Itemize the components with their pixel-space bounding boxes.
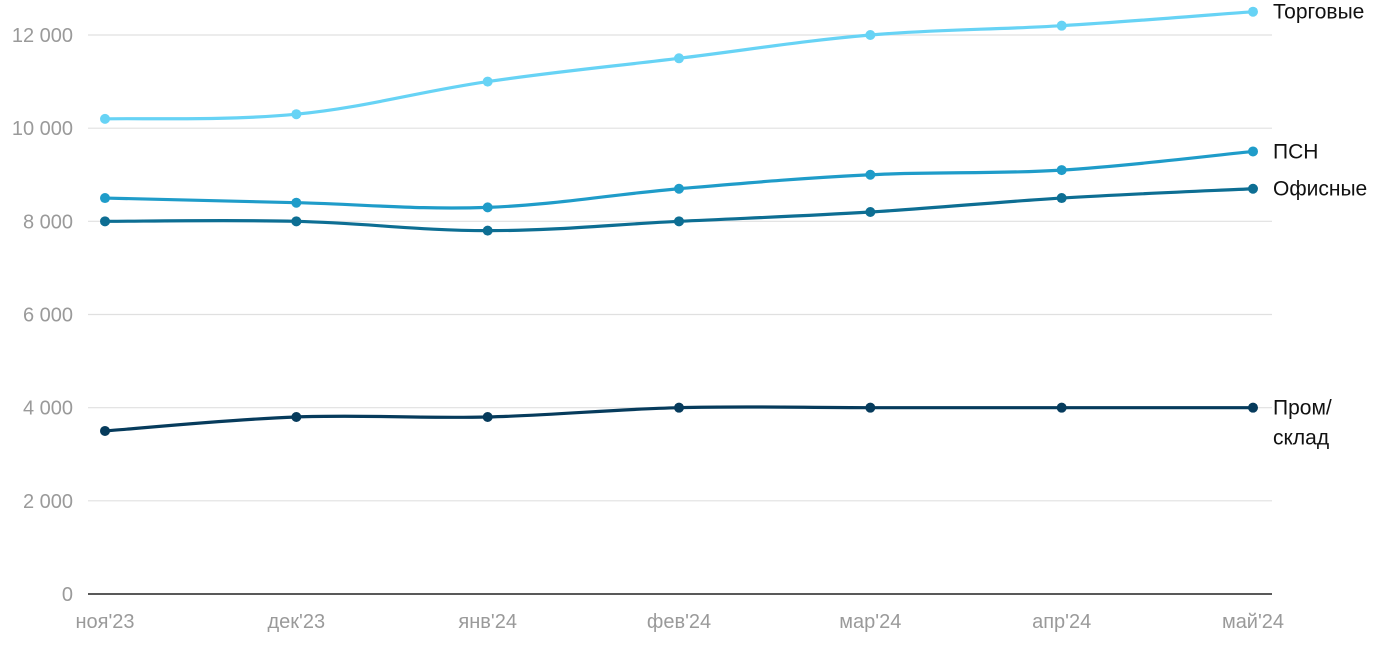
data-point [482,76,493,87]
data-point [674,402,684,413]
data-point [674,216,684,227]
series-label: ПСН [1273,140,1318,163]
series-label: Офисные [1273,178,1367,201]
data-point [100,425,110,436]
y-tick-label: 8 000 [23,211,73,233]
x-tick-label: мар'24 [839,611,901,633]
data-point [291,216,302,227]
y-tick-label: 10 000 [12,118,73,140]
y-tick-label: 12 000 [12,25,73,47]
series-group [100,6,1258,436]
data-point [291,197,302,208]
grid [88,34,1272,595]
y-tick-label: 6 000 [23,305,73,327]
data-point [674,53,684,64]
data-point [291,411,302,422]
series-label: Пром/ [1273,397,1332,420]
y-tick-label: 2 000 [23,491,73,513]
series-labels: Торговые ПСН Офисные Пром/склад [1273,1,1367,450]
data-point [1056,20,1067,31]
data-point [674,183,684,194]
data-point [1248,402,1258,413]
data-point [1056,165,1067,176]
series-line [104,149,1254,210]
data-point [1056,402,1067,413]
data-point [1056,193,1067,204]
data-point [291,109,302,120]
data-point [100,193,110,204]
x-tick-label: апр'24 [1032,611,1091,633]
data-point [1248,183,1258,194]
data-point [482,225,493,236]
x-tick-label: ноя'23 [75,611,134,633]
x-tick-label: фев'24 [647,611,711,633]
series-line [104,10,1254,121]
data-point [1248,146,1258,157]
series-3 [100,402,1258,436]
data-point [100,216,110,227]
series-label: Торговые [1273,1,1364,24]
y-tick-label: 0 [62,584,73,606]
data-point [482,202,493,213]
data-point [865,402,876,413]
y-axis: 0 2 000 4 000 6 000 8 000 10 000 12 000 [12,25,73,606]
data-point [865,30,876,40]
series-2 [100,183,1258,236]
x-tick-label: дек'23 [268,611,326,633]
data-point [100,113,110,124]
x-axis: ноя'23 дек'23 янв'24 фев'24 мар'24 апр'24 май'… [75,611,1284,633]
series-0 [100,6,1258,124]
data-point [865,169,876,180]
series-1 [100,146,1258,213]
data-point [482,411,493,422]
x-tick-label: май'24 [1222,611,1284,633]
data-point [865,207,876,218]
data-point [1248,6,1258,17]
x-tick-label: янв'24 [458,611,517,633]
series-label: склад [1273,427,1329,450]
y-tick-label: 4 000 [23,398,73,420]
